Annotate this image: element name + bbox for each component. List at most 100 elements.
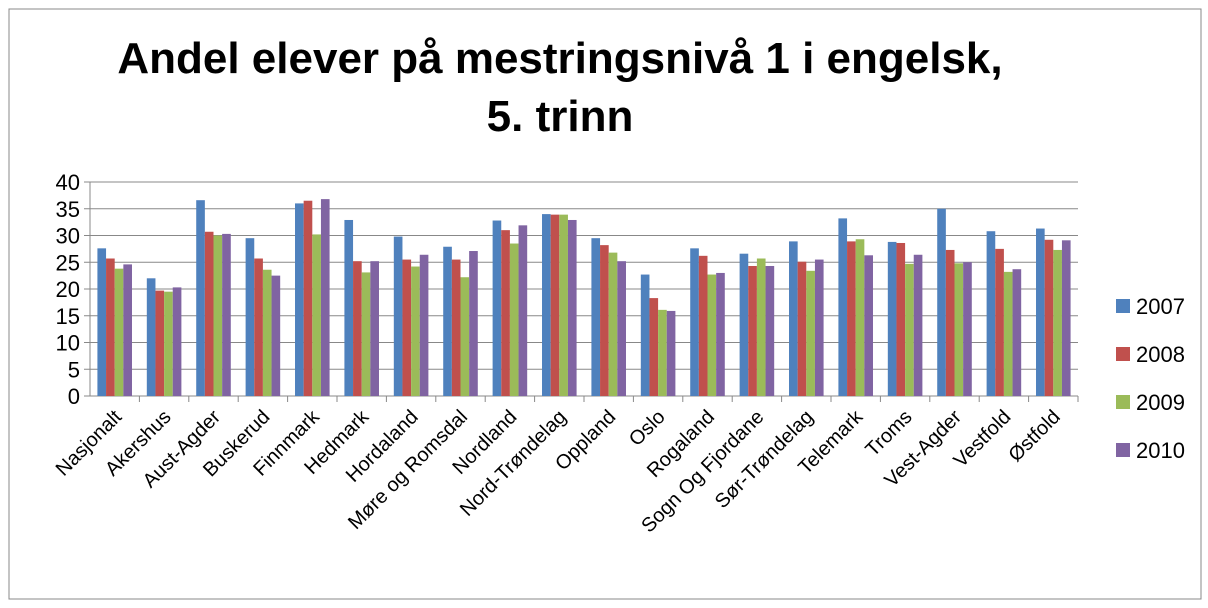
y-tick-label: 25	[56, 250, 80, 275]
bar	[353, 261, 362, 396]
legend-swatch	[1116, 395, 1130, 409]
y-tick-label: 5	[68, 357, 80, 382]
bar	[1036, 228, 1045, 396]
bar	[756, 258, 766, 396]
bar	[1044, 239, 1054, 396]
bar	[97, 248, 107, 396]
bar	[509, 243, 519, 396]
bar	[855, 239, 865, 396]
bar	[114, 268, 124, 396]
bar	[213, 235, 223, 396]
bar	[204, 231, 214, 396]
bar	[295, 203, 304, 396]
bar	[765, 265, 775, 396]
bar	[1003, 271, 1013, 396]
bar	[838, 218, 848, 396]
legend-label: 2009	[1136, 390, 1185, 415]
bar	[690, 248, 699, 396]
bar	[954, 263, 964, 396]
legend-label: 2008	[1136, 342, 1185, 367]
bar	[451, 259, 461, 396]
y-tick-label: 20	[56, 277, 80, 302]
bar	[460, 277, 470, 396]
bar	[847, 241, 856, 396]
bar	[303, 200, 313, 396]
y-tick-label: 10	[56, 331, 80, 356]
bar	[155, 290, 165, 396]
legend-swatch	[1116, 299, 1130, 313]
bar	[806, 270, 815, 396]
bar	[271, 275, 281, 396]
legend-swatch	[1116, 347, 1130, 361]
bar	[146, 278, 156, 396]
bar	[913, 254, 923, 396]
legend-swatch	[1116, 443, 1130, 457]
bar	[361, 272, 371, 396]
bar	[1053, 249, 1062, 396]
bar	[608, 252, 618, 396]
bar	[707, 274, 717, 396]
bar	[245, 238, 255, 396]
bar	[469, 251, 478, 396]
bar	[370, 261, 379, 396]
bar	[600, 245, 609, 396]
bar	[123, 264, 132, 396]
bar	[887, 241, 897, 396]
bar	[739, 253, 749, 396]
bar	[443, 246, 452, 396]
bar	[164, 291, 173, 396]
bar	[905, 263, 914, 396]
y-tick-label: 40	[56, 170, 80, 195]
y-tick-label: 15	[56, 304, 80, 329]
bar	[896, 242, 906, 396]
bar	[106, 258, 115, 396]
bar	[222, 233, 231, 396]
bar	[567, 219, 577, 396]
bar	[748, 265, 757, 396]
bar	[542, 214, 551, 396]
bar	[789, 241, 798, 396]
bar	[698, 255, 708, 396]
bar	[945, 249, 955, 396]
bar	[797, 261, 807, 396]
bar	[320, 199, 330, 396]
bar	[986, 231, 996, 396]
bar	[963, 262, 972, 396]
y-tick-label: 0	[68, 384, 80, 409]
title-box: Andel elever på mestringsnivå 1 i engels…	[117, 34, 1003, 141]
bar	[402, 259, 412, 396]
bar	[411, 266, 420, 396]
bar	[254, 258, 263, 396]
bar	[501, 230, 510, 396]
bar	[995, 248, 1004, 396]
bar	[814, 259, 824, 396]
bar	[649, 298, 659, 396]
bar	[492, 220, 502, 396]
bar	[393, 236, 403, 396]
bar	[559, 214, 568, 396]
bar	[312, 234, 321, 396]
bar	[591, 238, 601, 396]
bar	[262, 269, 272, 396]
bar	[518, 225, 528, 396]
y-tick-label: 35	[56, 197, 80, 222]
chart-title: Andel elever på mestringsnivå 1 i engels…	[117, 34, 1003, 141]
bar	[196, 200, 205, 396]
bar	[172, 287, 182, 396]
bar	[658, 309, 667, 396]
bar	[1012, 269, 1022, 396]
bar	[550, 214, 560, 396]
bar	[864, 255, 873, 396]
bar	[344, 219, 354, 396]
bar	[419, 254, 429, 396]
bar	[666, 310, 676, 396]
bar	[937, 208, 946, 396]
legend-label: 2007	[1136, 294, 1185, 319]
legend-label: 2010	[1136, 438, 1185, 463]
bar	[716, 272, 725, 396]
y-tick-label: 30	[56, 224, 80, 249]
bar	[1061, 240, 1071, 396]
bar	[640, 274, 650, 396]
